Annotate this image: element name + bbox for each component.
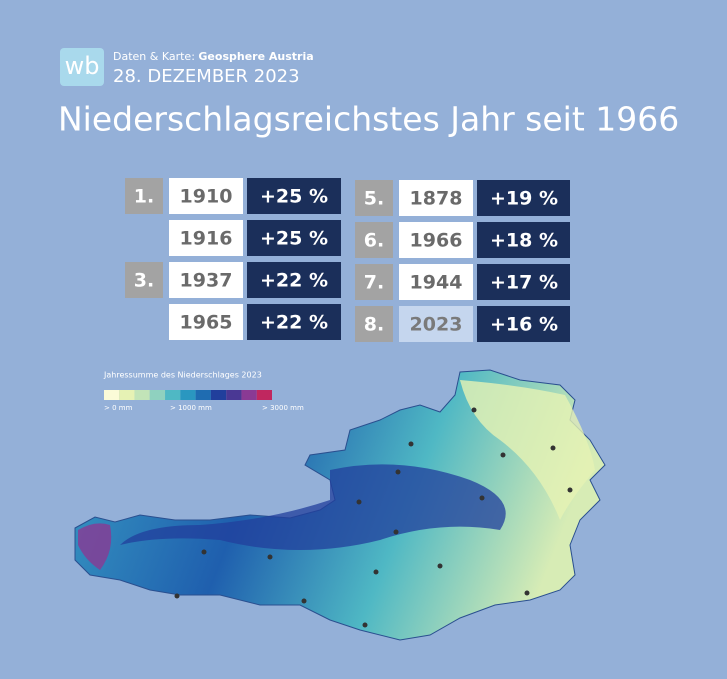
year: 1966 bbox=[410, 230, 463, 252]
change: +25 % bbox=[260, 186, 328, 208]
year-box bbox=[169, 304, 243, 340]
year: 1878 bbox=[410, 188, 463, 210]
city-dots bbox=[174, 407, 573, 628]
legend-swatch bbox=[241, 390, 257, 400]
logo: wb bbox=[65, 52, 100, 80]
year: 2023 bbox=[410, 314, 463, 336]
year-box bbox=[399, 306, 473, 342]
rank: 6. bbox=[364, 230, 384, 252]
ranking-table: 1. 1910 +25 % 1916 +25 % 3. 1937 +22 % 1965 +22 %… bbox=[125, 178, 570, 342]
legend-swatch bbox=[134, 390, 150, 400]
change-box bbox=[477, 264, 570, 300]
change: +18 % bbox=[490, 230, 558, 252]
source-name: Geosphere Austria bbox=[198, 50, 313, 63]
legend-label: > 3000 mm bbox=[262, 404, 304, 412]
year-box bbox=[399, 222, 473, 258]
legend-swatch bbox=[119, 390, 135, 400]
alps-region bbox=[120, 464, 506, 550]
year-box bbox=[169, 178, 243, 214]
rank: 7. bbox=[364, 272, 384, 294]
rank-box bbox=[355, 264, 393, 300]
rank: 1. bbox=[134, 186, 154, 208]
year-box bbox=[169, 262, 243, 298]
change-box bbox=[477, 306, 570, 342]
logo-box bbox=[60, 48, 104, 86]
change-box bbox=[477, 180, 570, 216]
map bbox=[74, 369, 606, 641]
year: 1944 bbox=[410, 272, 463, 294]
title: Niederschlagsreichstes Jahr seit 1966 bbox=[58, 100, 679, 139]
source-prefix: Daten & Karte: bbox=[113, 50, 195, 63]
change-box bbox=[247, 178, 341, 214]
change: +17 % bbox=[490, 272, 558, 294]
legend-swatch bbox=[256, 390, 272, 400]
change: +19 % bbox=[490, 188, 558, 210]
legend-swatch bbox=[226, 390, 242, 400]
legend-swatch bbox=[104, 390, 120, 400]
legend-swatch bbox=[210, 390, 227, 400]
change-box bbox=[247, 304, 341, 340]
legend-swatch bbox=[149, 390, 166, 400]
year-box bbox=[399, 180, 473, 216]
legend: Jahressumme des Niederschlages 2023 > 0 … bbox=[103, 371, 304, 413]
year: 1916 bbox=[180, 228, 233, 250]
year-box bbox=[169, 220, 243, 256]
change: +22 % bbox=[260, 270, 328, 292]
change: +22 % bbox=[260, 312, 328, 334]
year: 1937 bbox=[180, 270, 233, 292]
rank-box bbox=[355, 306, 393, 342]
change: +16 % bbox=[490, 314, 558, 336]
rank-box bbox=[125, 178, 163, 214]
rank-box bbox=[355, 180, 393, 216]
legend-swatch bbox=[195, 390, 211, 400]
legend-label: > 1000 mm bbox=[170, 404, 212, 412]
change: +25 % bbox=[260, 228, 328, 250]
rank-box bbox=[355, 222, 393, 258]
change-box bbox=[247, 262, 341, 298]
rank: 5. bbox=[364, 188, 384, 210]
year-box bbox=[399, 264, 473, 300]
rank: 3. bbox=[134, 270, 154, 292]
rank: 8. bbox=[364, 314, 384, 336]
year: 1965 bbox=[180, 312, 233, 334]
change-box bbox=[477, 222, 570, 258]
legend-title: Jahressumme des Niederschlages 2023 bbox=[103, 371, 262, 380]
dry-region bbox=[460, 380, 595, 520]
legend-swatch bbox=[180, 390, 196, 400]
legend-label: > 0 mm bbox=[104, 404, 133, 412]
source: Daten & Karte: Geosphere Austria bbox=[113, 50, 314, 63]
rank-box bbox=[125, 262, 163, 298]
legend-swatch bbox=[165, 390, 181, 400]
change-box bbox=[247, 220, 341, 256]
date: 28. DEZEMBER 2023 bbox=[113, 66, 300, 87]
year: 1910 bbox=[180, 186, 233, 208]
wet-region bbox=[78, 523, 112, 570]
